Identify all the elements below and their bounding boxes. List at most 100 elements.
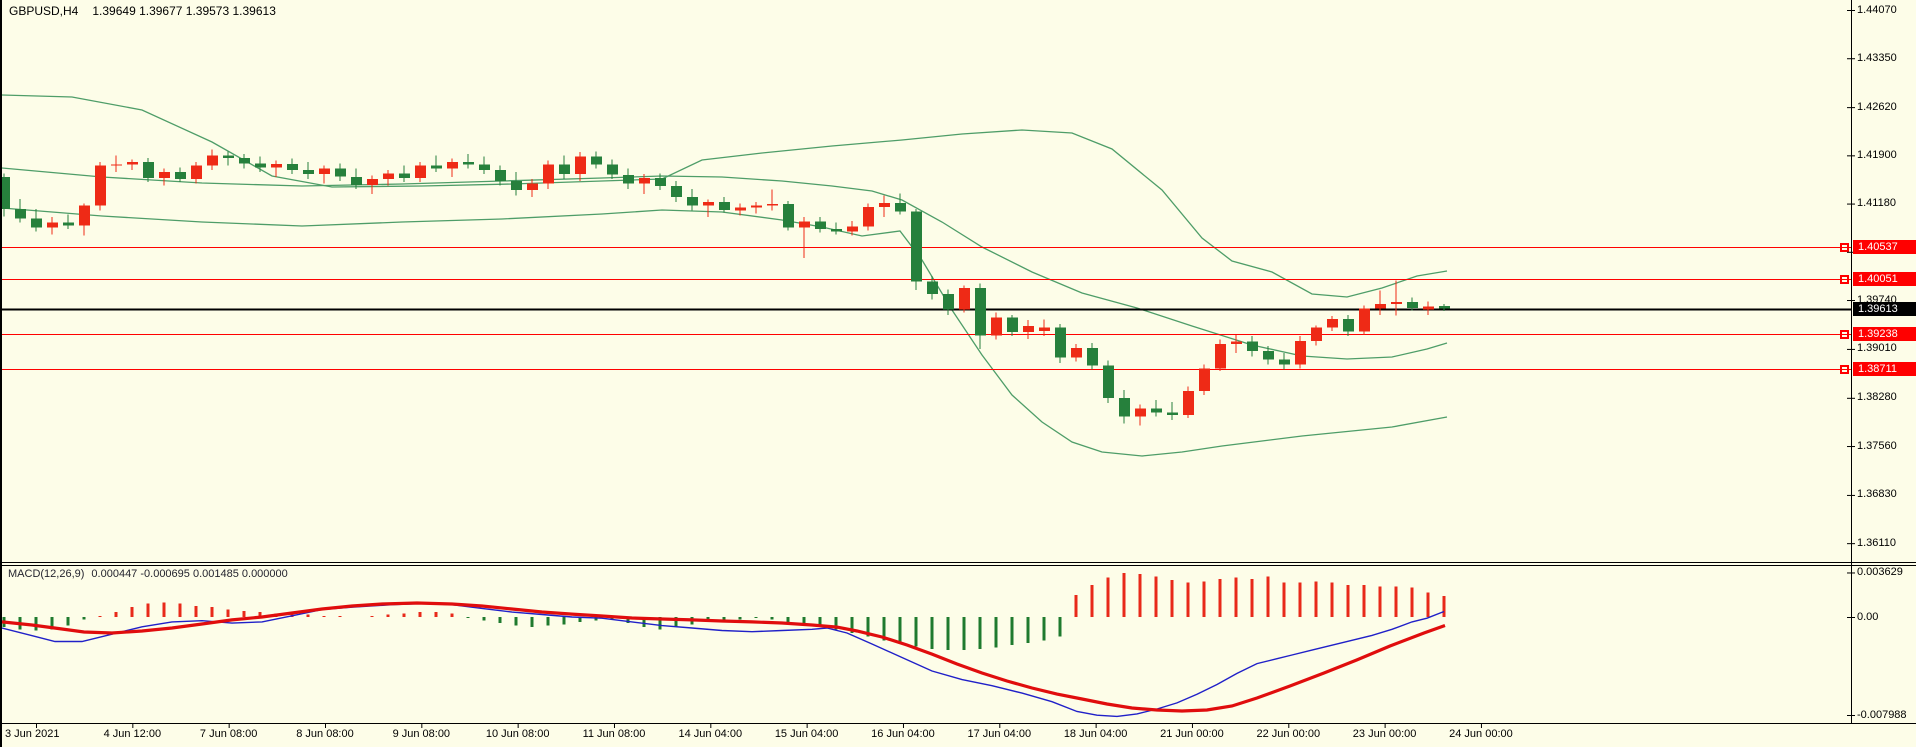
time-tick-label: 24 Jun 00:00 xyxy=(1449,728,1513,740)
candle-body xyxy=(223,155,234,158)
candle-body xyxy=(1407,302,1418,308)
candle-body xyxy=(1311,327,1322,341)
symbol-period-label: GBPUSD,H4 xyxy=(9,4,79,18)
current-price-box: 1.39613 xyxy=(1853,301,1916,316)
bollinger-middle-band xyxy=(2,167,1448,360)
candle-body xyxy=(367,178,378,185)
time-tick-label: 8 Jun 08:00 xyxy=(296,728,354,740)
candle-body xyxy=(351,176,362,185)
candle-body xyxy=(463,162,474,165)
level-line-handle-icon[interactable] xyxy=(1840,243,1849,252)
candle-body xyxy=(111,164,122,166)
candle-body xyxy=(495,170,506,181)
macd-name-label: MACD(12,26,9) xyxy=(8,568,85,580)
candle-body xyxy=(767,204,778,206)
candle-body xyxy=(319,168,330,175)
candle-body xyxy=(239,158,250,164)
price-tick-label: 1.42620 xyxy=(1857,100,1897,113)
time-tick-label: 11 Jun 08:00 xyxy=(582,728,646,740)
macd-tick-label: -0.007988 xyxy=(1857,708,1907,721)
macd-tick-label: 0.003629 xyxy=(1857,565,1903,578)
candle-body xyxy=(783,204,794,228)
level-line-handle-icon[interactable] xyxy=(1840,365,1849,374)
candle-body xyxy=(527,183,538,191)
candle-body xyxy=(335,168,346,177)
candle-body xyxy=(815,221,826,230)
price-tick-label: 1.36830 xyxy=(1857,488,1897,501)
time-tick-label: 4 Jun 12:00 xyxy=(103,728,162,740)
candle-body xyxy=(95,165,106,206)
candle-body xyxy=(207,155,218,166)
price-tick-label: 1.39010 xyxy=(1857,342,1897,355)
candle-body xyxy=(703,202,714,206)
level-price-box: 1.39238 xyxy=(1853,326,1916,341)
candle-body xyxy=(943,294,954,310)
candle-body xyxy=(127,162,138,165)
candle-body xyxy=(1119,397,1130,417)
candle-body xyxy=(271,164,282,168)
candle-body xyxy=(1007,317,1018,333)
candle-body xyxy=(1247,341,1258,351)
candle-body xyxy=(895,202,906,212)
candle-body xyxy=(255,163,266,168)
candle-body xyxy=(79,205,90,226)
candles-group[interactable] xyxy=(2,149,1450,426)
candle-body xyxy=(1439,306,1450,309)
level-line-handle-icon[interactable] xyxy=(1840,330,1849,339)
candle-body xyxy=(191,165,202,179)
candle-body xyxy=(287,164,298,171)
level-price-box: 1.40537 xyxy=(1853,239,1916,254)
price-tick-label: 1.41180 xyxy=(1857,197,1896,210)
candle-body xyxy=(1183,391,1194,416)
macd-signal-line xyxy=(2,601,1446,713)
candle-body xyxy=(543,164,554,184)
candle-body xyxy=(447,162,458,169)
candle-body xyxy=(975,288,986,336)
time-tick-label: 10 Jun 08:00 xyxy=(485,728,550,740)
candle-body xyxy=(479,164,490,171)
candle-body xyxy=(671,186,682,197)
time-tick-label: 7 Jun 08:00 xyxy=(199,728,258,740)
candle-body xyxy=(303,170,314,175)
time-tick-label: 14 Jun 04:00 xyxy=(678,728,743,740)
candle-body xyxy=(1039,327,1050,331)
candle-body xyxy=(1199,368,1210,392)
time-tick-label: 17 Jun 04:00 xyxy=(967,728,1032,740)
candle-body xyxy=(383,173,394,179)
candle-body xyxy=(1375,304,1386,309)
candle-body xyxy=(1231,341,1242,345)
candle-body xyxy=(911,211,922,282)
candle-body xyxy=(623,174,634,184)
candle-body xyxy=(47,222,58,228)
candle-body xyxy=(607,164,618,175)
candle-body xyxy=(143,162,154,179)
candle-body xyxy=(1055,327,1066,358)
candle-body xyxy=(1263,350,1274,360)
candle-body xyxy=(927,281,938,294)
candle-body xyxy=(399,173,410,179)
candle-body xyxy=(431,165,442,169)
candle-body xyxy=(1327,318,1338,328)
time-tick-label: 21 Jun 00:00 xyxy=(1160,728,1224,740)
macd-indicator-label: MACD(12,26,9) 0.000447 -0.000695 0.001485… xyxy=(8,568,288,580)
candle-body xyxy=(1135,408,1146,417)
level-price-box: 1.40051 xyxy=(1853,272,1916,287)
candle-body xyxy=(575,156,586,175)
macd-main-line xyxy=(2,602,1445,718)
chart-title: GBPUSD,H4 1.39649 1.39677 1.39573 1.39613 xyxy=(9,4,276,18)
candle-body xyxy=(1167,412,1178,416)
candle-body xyxy=(63,222,74,226)
time-tick-label: 9 Jun 08:00 xyxy=(392,728,451,740)
bollinger-upper-band xyxy=(2,94,1448,298)
candle-body xyxy=(863,206,874,227)
candle-body xyxy=(2,176,10,209)
candle-body xyxy=(1295,340,1306,365)
candle-body xyxy=(799,221,810,228)
time-tick-label: 18 Jun 04:00 xyxy=(1063,728,1128,740)
time-tick-label: 22 Jun 00:00 xyxy=(1256,728,1321,740)
level-line-handle-icon[interactable] xyxy=(1840,275,1849,284)
price-tick-label: 1.41900 xyxy=(1857,148,1897,161)
macd-tick-label: 0.00 xyxy=(1857,610,1879,623)
